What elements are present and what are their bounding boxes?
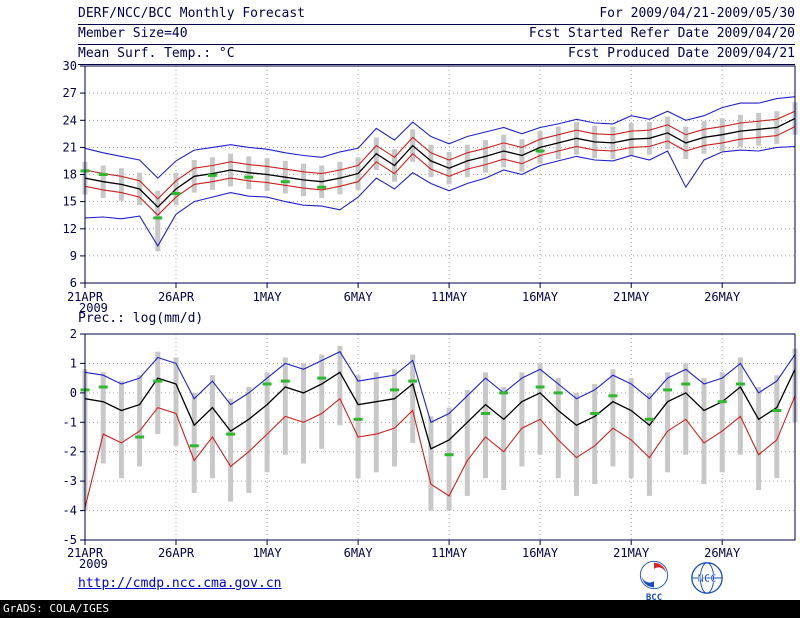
svg-text:6MAY: 6MAY — [344, 290, 374, 304]
svg-text:11MAY: 11MAY — [431, 546, 468, 560]
svg-text:1: 1 — [70, 356, 77, 370]
produced-date: Fcst Produced Date 2009/04/21 — [568, 46, 795, 61]
plot-frame — [84, 65, 796, 284]
grads-credit-bar: GrADS: COLA/IGES — [0, 600, 800, 618]
svg-text:21: 21 — [63, 140, 77, 154]
precipitation-chart: -5 -4 -3 -2 -1 0 1 2 21APR 26APR 1MAY 6MAY 11MAY 16MA… — [63, 328, 798, 571]
gridlines — [84, 65, 795, 284]
bcc-logo: BCC — [634, 560, 674, 603]
svg-text:16MAY: 16MAY — [522, 290, 559, 304]
svg-text:-3: -3 — [63, 474, 77, 488]
svg-text:15: 15 — [63, 195, 77, 209]
series-lower-envelope-blue — [84, 145, 796, 247]
svg-text:21APR: 21APR — [67, 290, 104, 304]
svg-text:21MAY: 21MAY — [613, 546, 650, 560]
svg-text:1MAY: 1MAY — [253, 290, 283, 304]
svg-text:24: 24 — [63, 113, 77, 127]
header-row-2: Member Size=40 Fcst Started Refer Date 2… — [78, 25, 795, 45]
gridlines — [84, 333, 795, 541]
svg-text:18: 18 — [63, 168, 77, 182]
refer-date: Fcst Started Refer Date 2009/04/20 — [528, 26, 795, 41]
header-row-1: DERF/NCC/BCC Monthly Forecast For 2009/0… — [78, 5, 795, 25]
bcc-logo-label: BCC — [645, 593, 663, 603]
cmdp-url-link[interactable]: http://cmdp.ncc.cma.gov.cn — [78, 576, 282, 591]
svg-text:2: 2 — [70, 328, 77, 341]
y-axis: -5 -4 -3 -2 -1 0 1 2 — [63, 328, 85, 547]
svg-text:6MAY: 6MAY — [344, 546, 374, 560]
observation-dashes — [80, 376, 782, 457]
svg-text:12: 12 — [63, 222, 77, 236]
svg-text:21APR: 21APR — [67, 546, 104, 560]
svg-text:27: 27 — [63, 86, 77, 100]
series-upper-band-red — [84, 110, 796, 200]
ncc-logo-label: NCC — [698, 573, 717, 585]
svg-text:-4: -4 — [63, 504, 77, 518]
temperature-panel-title: Mean Surf. Temp.: °C — [78, 46, 235, 61]
precipitation-panel-title: Prec.: log(mm/d) — [78, 311, 204, 326]
page-title: DERF/NCC/BCC Monthly Forecast — [78, 6, 305, 21]
series-upper-envelope-blue — [84, 350, 796, 424]
observation-dashes — [80, 149, 545, 220]
series-lower-band-red — [84, 126, 796, 216]
svg-text:26MAY: 26MAY — [704, 290, 741, 304]
forecast-range: For 2009/04/21-2009/05/30 — [599, 6, 795, 21]
y-axis: 6 9 12 15 18 21 24 27 30 — [63, 60, 85, 290]
svg-text:-2: -2 — [63, 445, 77, 459]
svg-text:26MAY: 26MAY — [704, 546, 741, 560]
svg-text:-1: -1 — [63, 415, 77, 429]
svg-text:30: 30 — [63, 60, 77, 73]
ncc-logo: NCC — [684, 560, 730, 600]
temperature-chart: 6 9 12 15 18 21 24 27 30 21APR 26APR 1MAY 6MAY 11MAY 1… — [63, 60, 798, 315]
svg-text:1MAY: 1MAY — [253, 546, 283, 560]
svg-text:26APR: 26APR — [158, 546, 195, 560]
svg-text:9: 9 — [70, 249, 77, 263]
series-lower-envelope-red — [84, 395, 796, 508]
svg-text:0: 0 — [70, 386, 77, 400]
svg-text:26APR: 26APR — [158, 290, 195, 304]
svg-text:16MAY: 16MAY — [522, 546, 559, 560]
member-size: Member Size=40 — [78, 26, 188, 41]
header-row-3: Mean Surf. Temp.: °C Fcst Produced Date … — [78, 45, 795, 65]
svg-text:6: 6 — [70, 276, 77, 290]
series-ensemble-mean-black — [84, 369, 796, 450]
header: DERF/NCC/BCC Monthly Forecast For 2009/0… — [78, 5, 795, 65]
svg-text:-5: -5 — [63, 533, 77, 547]
series-ensemble-mean-black — [84, 117, 796, 209]
svg-text:21MAY: 21MAY — [613, 290, 650, 304]
grads-credit-text: GrADS: COLA/IGES — [3, 602, 109, 615]
ncc-globe-icon: NCC — [691, 562, 723, 594]
ensemble-spread-bars — [82, 102, 798, 252]
svg-text:11MAY: 11MAY — [431, 290, 468, 304]
plot-frame — [84, 333, 796, 541]
bcc-swirl-icon — [639, 560, 669, 590]
ensemble-spread-bars — [82, 345, 798, 511]
x-axis-year: 2009 — [79, 557, 108, 571]
series-upper-envelope-blue — [84, 96, 796, 179]
